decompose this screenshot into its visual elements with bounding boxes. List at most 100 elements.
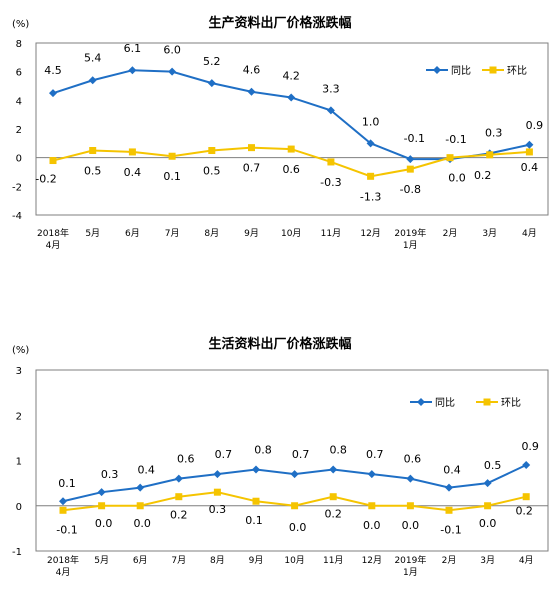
data-label: 0.6 [404, 453, 422, 466]
data-point [208, 147, 216, 154]
legend-label: 环比 [507, 65, 527, 77]
chart-title: 生产资料出厂价格涨跌幅 [208, 15, 351, 31]
data-point [368, 502, 376, 510]
data-point [168, 67, 177, 76]
data-label: -0.1 [404, 132, 425, 145]
x-tick-label: 2月 [442, 555, 457, 566]
data-point [367, 172, 375, 180]
x-tick-label: 9月 [249, 555, 264, 566]
data-point [175, 493, 183, 501]
data-label: 0.3 [101, 468, 119, 481]
x-tick-label: 2月 [443, 228, 458, 239]
data-label: 0.9 [521, 440, 539, 453]
y-tick-label: 2 [16, 125, 22, 136]
y-tick-label: 1 [16, 457, 22, 468]
chart-title: 生活资料出厂价格涨跌幅 [208, 336, 351, 352]
legend-marker [417, 398, 425, 406]
y-axis-unit: (%) [12, 345, 29, 356]
legend-marker [433, 66, 441, 74]
data-label: -0.3 [320, 176, 341, 189]
y-tick-label: 2 [16, 411, 22, 422]
data-point [445, 483, 453, 492]
y-tick-label: -1 [12, 547, 22, 558]
data-label: -0.1 [445, 133, 466, 146]
plot-frame [35, 42, 549, 216]
y-tick-label: 3 [16, 366, 22, 377]
data-point [484, 502, 492, 510]
data-label: 4.2 [282, 69, 300, 82]
y-axis-unit: (%) [12, 19, 29, 30]
data-label: 0.0 [95, 517, 113, 530]
data-point [329, 465, 338, 474]
data-label: 0.0 [133, 517, 151, 530]
data-point [406, 155, 415, 164]
data-point [213, 470, 222, 479]
data-point [59, 497, 67, 506]
legend-label: 同比 [451, 65, 471, 77]
x-tick-label: 4月 [522, 228, 537, 239]
data-label: -0.2 [35, 173, 56, 186]
data-label: 0.1 [245, 514, 263, 527]
data-point [522, 461, 531, 470]
series-yoy: 0.1 0.3 0.4 0.6 0.7 0.8 0.7 0.8 0.7 0.6 0.4 0.5 0.9 [58, 440, 539, 506]
x-tick-label: 11月 [321, 228, 341, 239]
data-label: 6.1 [124, 42, 142, 55]
data-label: 0.5 [484, 459, 502, 472]
data-label: 0.5 [203, 165, 221, 178]
y-tick-label: 0 [16, 502, 22, 513]
x-tick-label: 12月 [362, 555, 382, 566]
data-label: 0.4 [443, 464, 461, 477]
x-tick-label: 12月 [360, 228, 380, 239]
plot-frame [35, 369, 549, 552]
x-tick-sublabel: 1月 [403, 567, 418, 578]
data-label: 1.0 [362, 115, 380, 128]
data-label: 0.2 [170, 509, 188, 522]
data-label: 0.0 [479, 517, 497, 530]
data-label: -1.3 [360, 190, 381, 203]
legend-label: 环比 [501, 397, 521, 409]
x-tick-sublabel: 4月 [56, 567, 71, 578]
x-tick-label: 7月 [165, 228, 180, 239]
series-mom: -0.2 0.5 0.4 0.1 0.5 0.7 0.6 -0.3 -1.3 -0.8 0.0 0.2… [35, 144, 538, 203]
data-label: 0.6 [282, 163, 300, 176]
series-mom: -0.1 0.0 0.0 0.2 0.3 0.1 0.0 0.2 0.0 0.0 -0.1 0.0 0.… [56, 488, 533, 536]
data-label: 0.1 [58, 477, 76, 490]
data-point [406, 165, 414, 173]
y-tick-label: 4 [16, 96, 22, 107]
data-point [59, 506, 67, 514]
data-label: 0.7 [366, 448, 384, 461]
data-label: 0.2 [515, 505, 533, 518]
x-tick-label: 8月 [204, 228, 219, 239]
data-point [213, 488, 221, 496]
x-tick-label: 2018年 [37, 227, 69, 239]
x-tick-label: 7月 [171, 555, 186, 566]
data-label: 0.7 [215, 448, 233, 461]
data-point [525, 148, 533, 156]
x-tick-label: 10月 [284, 555, 304, 566]
data-point [252, 465, 260, 474]
data-label: 4.5 [44, 64, 62, 77]
data-point [290, 470, 299, 479]
series-yoy: 4.5 5.4 6.1 6.0 5.2 4.6 4.2 3.3 1.0 -0.1 -0.1 0.3 0.… [44, 42, 543, 164]
legend-marker [489, 66, 497, 74]
x-tick-label: 5月 [94, 555, 109, 566]
data-point [207, 79, 216, 88]
data-label: 3.3 [322, 82, 340, 95]
x-tick-label: 2019年 [394, 554, 426, 566]
data-label: -0.1 [440, 523, 461, 536]
data-point [329, 493, 337, 501]
data-point [406, 474, 415, 483]
data-label: 5.4 [84, 51, 102, 64]
data-point [49, 89, 57, 98]
y-tick-label: -4 [12, 211, 22, 222]
data-point [128, 148, 136, 156]
data-label: 0.8 [329, 444, 347, 457]
data-label: -0.8 [400, 183, 421, 196]
data-label: 0.1 [163, 170, 181, 183]
data-point [291, 502, 299, 510]
data-point [446, 154, 454, 162]
data-label: 0.3 [485, 126, 503, 139]
data-point [128, 66, 137, 75]
x-tick-label: 9月 [244, 228, 259, 239]
